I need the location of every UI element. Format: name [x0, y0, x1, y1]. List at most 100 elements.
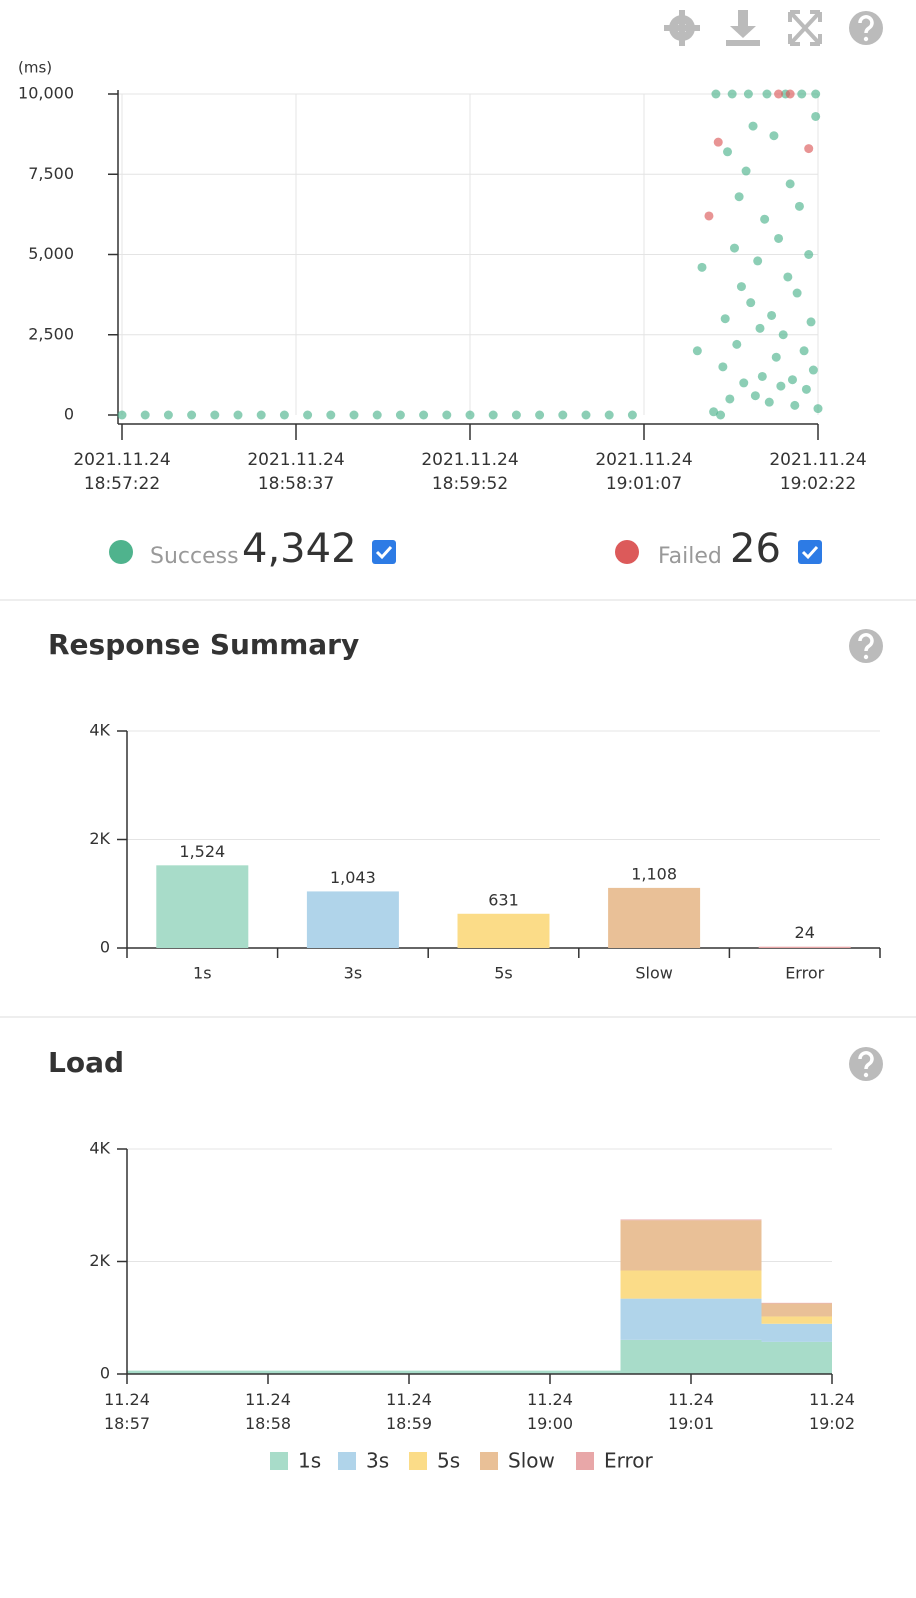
legend-total: 4,342: [242, 526, 357, 572]
data-point: [801, 384, 811, 394]
y-tick-label: 0: [100, 938, 110, 957]
data-label: 631: [488, 890, 519, 909]
legend-marker: [109, 540, 133, 564]
stacked-bar-segment: [620, 1270, 762, 1299]
legend-swatch: [338, 1452, 356, 1470]
y-tick-label: 5,000: [28, 244, 74, 263]
data-point: [799, 346, 809, 356]
stacked-bar-segment: [127, 1370, 198, 1374]
x-tick-label: 2021.11.24 18:58:37: [247, 450, 344, 494]
y-tick-label: 7,500: [28, 164, 74, 183]
data-point: [442, 410, 452, 420]
y-tick-label: 0: [100, 1364, 110, 1383]
data-point: [697, 262, 707, 272]
x-tick-label: 2021.11.24 19:01:07: [595, 450, 692, 494]
stacked-bar-segment: [479, 1370, 621, 1374]
data-point: [792, 288, 802, 298]
data-point: [279, 410, 289, 420]
data-point: [762, 89, 772, 99]
expand-icon[interactable]: [788, 10, 822, 46]
legend-label: Error: [604, 1449, 654, 1473]
data-point: [774, 89, 784, 99]
data-point: [785, 89, 795, 99]
data-point: [785, 179, 795, 189]
data-point: [794, 201, 804, 211]
stacked-bar-segment: [761, 1302, 832, 1304]
data-point: [713, 137, 723, 147]
x-tick-label: 11.24 18:59: [386, 1390, 432, 1433]
data-point: [233, 410, 243, 420]
checkbox-check: [801, 545, 819, 560]
data-point: [349, 410, 359, 420]
x-tick-label: 2021.11.24 19:02:22: [769, 450, 866, 494]
data-point: [732, 339, 742, 349]
x-tick-label: 11.24 18:58: [245, 1390, 291, 1433]
x-tick-label: 2021.11.24 18:57:22: [73, 450, 170, 494]
y-tick-label: 4K: [89, 721, 110, 740]
download-icon[interactable]: [726, 10, 760, 46]
checkbox[interactable]: [798, 540, 822, 564]
x-tick-label: 2021.11.24 18:59:52: [421, 450, 518, 494]
data-point: [811, 89, 821, 99]
checkbox[interactable]: [372, 540, 396, 564]
section-title: Response Summary: [48, 628, 359, 661]
stacked-bar-segment: [761, 1303, 832, 1317]
data-point: [806, 317, 816, 327]
y-tick-label: 2K: [89, 829, 110, 848]
data-label: 1,524: [179, 842, 225, 861]
data-point: [753, 256, 763, 266]
stacked-bar-segment: [761, 1323, 832, 1342]
legend-marker: [615, 540, 639, 564]
y-tick-label: 2K: [89, 1251, 110, 1270]
help-icon[interactable]: [849, 11, 883, 45]
data-point: [797, 89, 807, 99]
x-tick-label: 1s: [193, 964, 212, 983]
settings-icon[interactable]: [664, 10, 700, 46]
data-point: [627, 410, 637, 420]
checkbox-check: [375, 545, 393, 560]
data-point: [813, 404, 823, 414]
bar: [758, 946, 851, 948]
stacked-bar-segment: [620, 1339, 762, 1374]
y-tick-label: 10,000: [18, 84, 74, 103]
x-tick-label: 11.24 19:00: [527, 1390, 573, 1433]
bar: [457, 913, 550, 948]
data-point: [736, 282, 746, 292]
help-icon[interactable]: [849, 1047, 883, 1081]
x-tick-label: Error: [785, 964, 824, 983]
data-point: [725, 394, 735, 404]
data-point: [787, 375, 797, 385]
data-point: [256, 410, 266, 420]
data-point: [187, 410, 197, 420]
bar: [156, 865, 249, 948]
data-point: [808, 365, 818, 375]
x-tick-label: 11.24 19:02: [809, 1390, 855, 1433]
data-point: [767, 310, 777, 320]
x-tick-label: 11.24 19:01: [668, 1390, 714, 1433]
data-point: [783, 272, 793, 282]
data-point: [790, 400, 800, 410]
data-point: [718, 362, 728, 372]
data-point: [372, 410, 382, 420]
stacked-bar-segment: [620, 1220, 762, 1271]
data-point: [720, 314, 730, 324]
stacked-bar-segment: [761, 1316, 832, 1324]
data-point: [558, 410, 568, 420]
y-tick-label: 0: [64, 405, 74, 424]
data-point: [303, 410, 313, 420]
legend-label: Success: [150, 544, 239, 569]
data-label: 1,043: [330, 868, 376, 887]
data-point: [535, 410, 545, 420]
data-point: [804, 144, 814, 154]
data-point: [488, 410, 498, 420]
data-point: [727, 89, 737, 99]
data-point: [140, 410, 150, 420]
data-point: [711, 89, 721, 99]
data-point: [395, 410, 405, 420]
help-icon[interactable]: [849, 629, 883, 663]
x-tick-label: 5s: [494, 964, 513, 983]
data-point: [709, 407, 719, 417]
data-point: [743, 89, 753, 99]
data-point: [755, 323, 765, 333]
stacked-bar-segment: [761, 1341, 832, 1374]
